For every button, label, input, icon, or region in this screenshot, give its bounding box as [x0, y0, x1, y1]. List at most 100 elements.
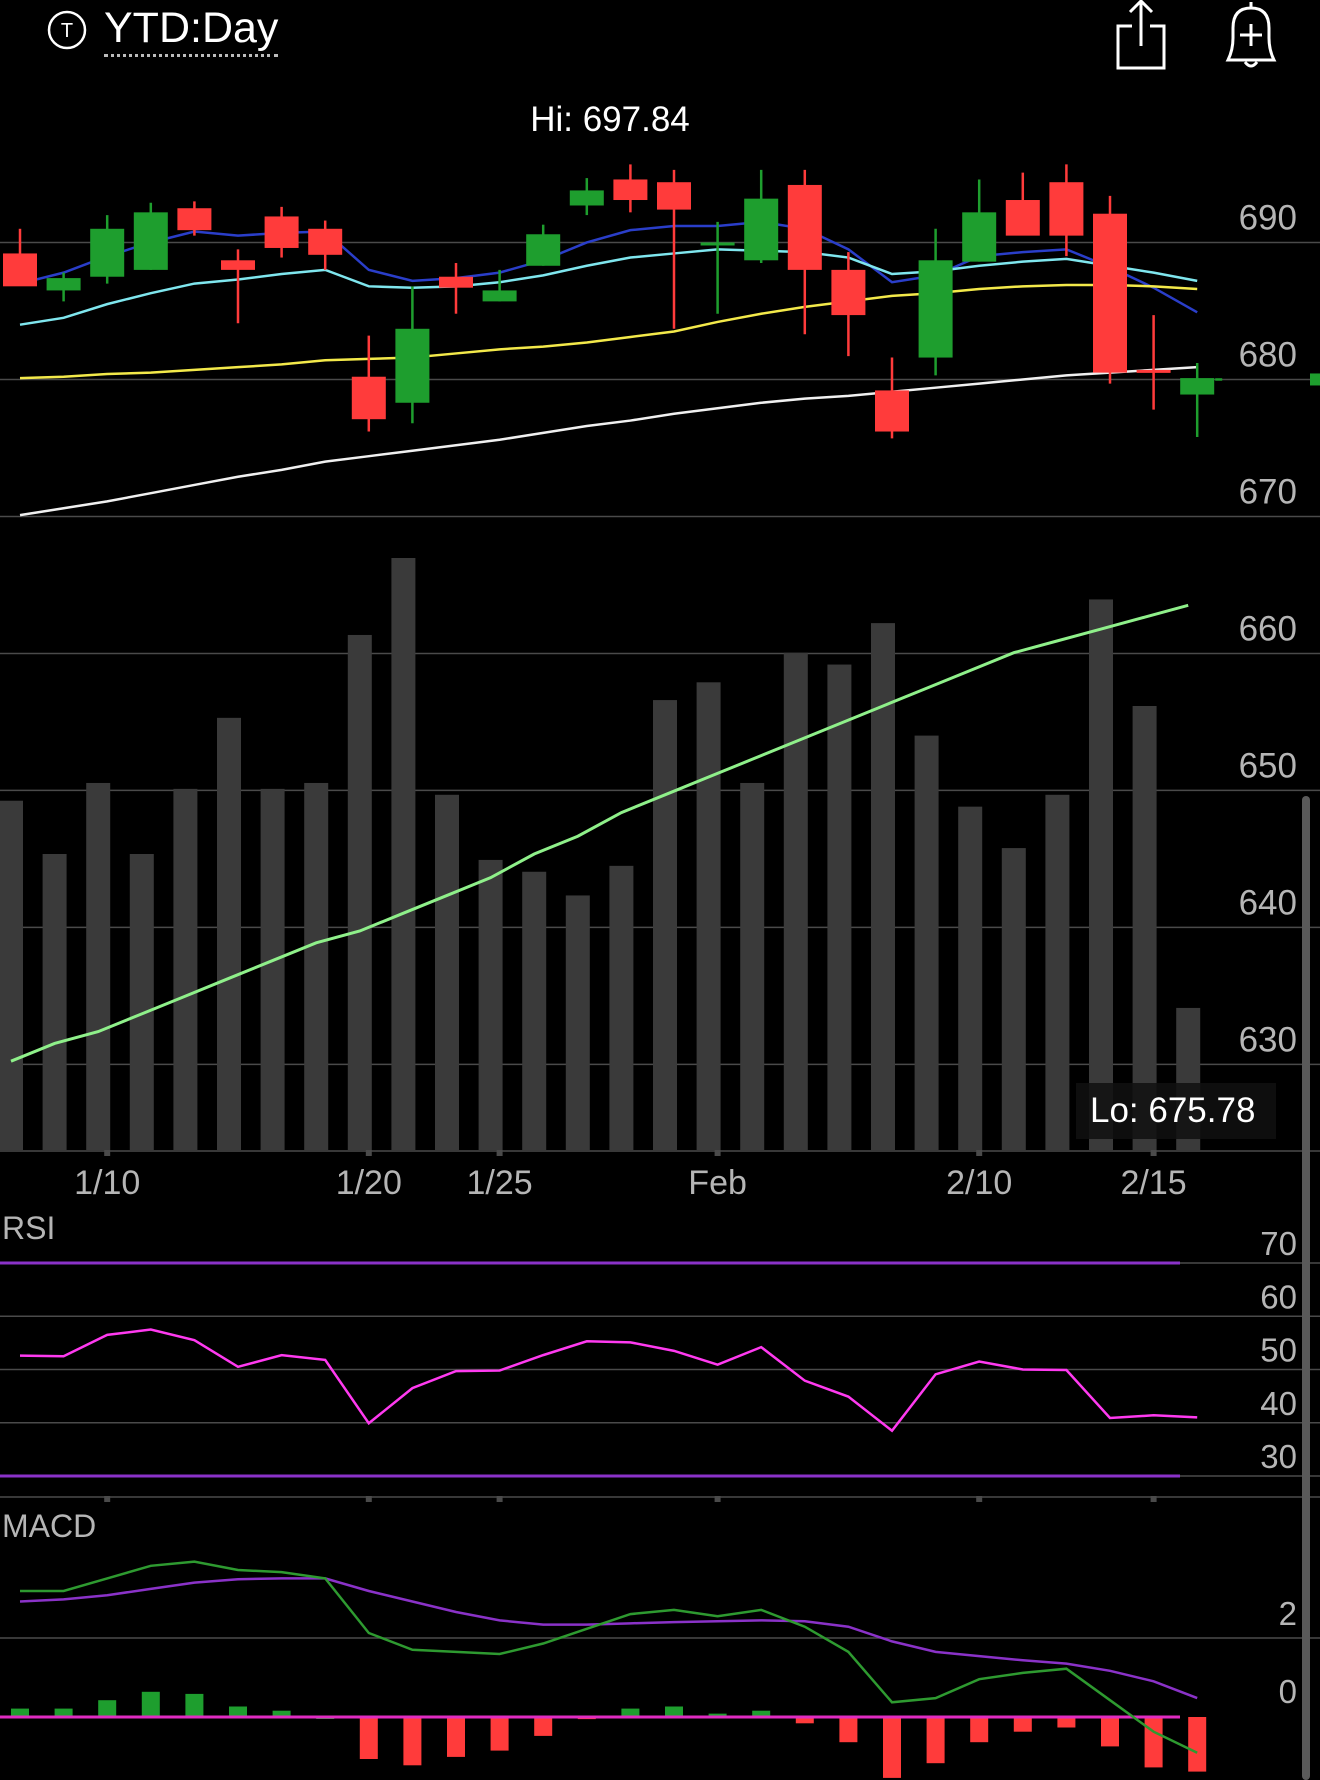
- candlestick[interactable]: [177, 208, 212, 231]
- macd-signal-line: [19, 1577, 1198, 1700]
- candlestick[interactable]: [613, 179, 648, 201]
- macd-histogram-bar: [1101, 1717, 1119, 1747]
- candlestick[interactable]: [1180, 378, 1215, 395]
- macd-histogram-bar: [185, 1693, 204, 1717]
- candlestick[interactable]: [657, 182, 691, 210]
- date-tick-mark: [714, 1150, 721, 1156]
- macd-line: [20, 1560, 1198, 1754]
- date-tick-mark: [104, 1150, 111, 1156]
- volume-average-line: [10, 603, 1189, 1063]
- volume-bar: [42, 854, 67, 1150]
- date-axis-tick: 1/20: [336, 1164, 402, 1202]
- macd-histogram-bar: [621, 1708, 640, 1717]
- macd-histogram-bar: [490, 1717, 509, 1751]
- date-axis-tick: 1/25: [467, 1164, 533, 1202]
- date-tick-mark: [365, 1150, 372, 1156]
- candlestick[interactable]: [1005, 200, 1040, 236]
- header-bar: T YTD:Day: [0, 0, 1320, 70]
- date-tick-mark: [496, 1496, 503, 1502]
- candlestick[interactable]: [351, 376, 386, 420]
- macd-histogram-bar: [272, 1710, 291, 1717]
- price-axis-tick: 670: [1239, 472, 1297, 511]
- candlestick[interactable]: [831, 269, 866, 316]
- candlestick[interactable]: [395, 328, 430, 403]
- candlestick[interactable]: [1136, 369, 1171, 373]
- volume-bar: [871, 623, 895, 1150]
- candlestick[interactable]: [221, 260, 255, 270]
- price-axis-tick: 690: [1239, 198, 1297, 237]
- macd-histogram-bar: [403, 1717, 422, 1766]
- macd-histogram-bar: [839, 1717, 858, 1743]
- candlestick[interactable]: [875, 390, 909, 432]
- rsi-axis-tick: 60: [1260, 1278, 1297, 1315]
- date-tick-mark: [1150, 1496, 1157, 1502]
- candlestick[interactable]: [46, 278, 81, 291]
- macd-histogram-bar: [970, 1717, 989, 1743]
- macd-histogram-bar: [11, 1708, 29, 1717]
- volume-bar: [129, 854, 154, 1150]
- rsi-axis-tick: 70: [1260, 1225, 1297, 1262]
- lo-label: Lo: 675.78: [1090, 1091, 1255, 1130]
- volume-bar: [1089, 599, 1113, 1150]
- macd-histogram-bar: [795, 1717, 814, 1724]
- candlestick[interactable]: [264, 216, 299, 248]
- macd-title: MACD: [2, 1508, 96, 1544]
- volume-bar: [1001, 848, 1026, 1150]
- add-alert-icon[interactable]: [1218, 0, 1284, 72]
- volume-bar: [783, 652, 808, 1150]
- macd-histogram-bar: [926, 1717, 945, 1764]
- candlestick[interactable]: [918, 260, 953, 358]
- moving-average-line: [19, 220, 1198, 314]
- candlestick[interactable]: [308, 228, 343, 255]
- volume-bar: [478, 859, 503, 1150]
- volume-bar: [391, 558, 416, 1150]
- candlestick[interactable]: [439, 276, 473, 288]
- macd-histogram-bar: [359, 1717, 378, 1759]
- moving-average-line: [19, 365, 1198, 517]
- date-axis-tick: 2/15: [1121, 1164, 1187, 1202]
- date-tick-mark: [976, 1150, 983, 1156]
- ticker-icon-letter: T: [61, 20, 73, 42]
- candlestick[interactable]: [1093, 213, 1127, 373]
- candlestick[interactable]: [700, 242, 735, 246]
- macd-histogram-bar: [883, 1717, 901, 1778]
- date-tick-mark: [104, 1496, 111, 1502]
- macd-histogram-bar: [98, 1700, 117, 1717]
- moving-average-line: [19, 283, 1198, 380]
- candlestick[interactable]: [962, 212, 997, 262]
- date-tick-mark: [976, 1496, 983, 1502]
- macd-histogram-bar: [141, 1691, 160, 1717]
- share-icon[interactable]: [1112, 0, 1172, 72]
- date-tick-mark: [496, 1150, 503, 1156]
- rsi-title: RSI: [2, 1210, 55, 1246]
- candlestick[interactable]: [569, 190, 604, 206]
- candlestick[interactable]: [787, 184, 822, 270]
- volume-bar: [653, 700, 677, 1150]
- macd-histogram-bar: [229, 1706, 247, 1717]
- macd-histogram-bar: [447, 1717, 465, 1757]
- candlestick[interactable]: [90, 228, 125, 277]
- volume-bar: [522, 871, 547, 1150]
- volume-bar: [958, 806, 983, 1150]
- volume-bar: [260, 788, 285, 1150]
- candlestick[interactable]: [133, 212, 168, 270]
- candlestick[interactable]: [3, 253, 37, 287]
- candlestick[interactable]: [526, 234, 561, 266]
- volume-bar: [696, 682, 721, 1150]
- candlestick[interactable]: [1049, 182, 1084, 236]
- volume-bar: [435, 794, 459, 1150]
- date-axis-tick: Feb: [688, 1164, 747, 1202]
- range-selector[interactable]: YTD:Day: [104, 4, 279, 57]
- macd-histogram-bar: [1013, 1717, 1032, 1732]
- moving-average-line: [19, 248, 1198, 326]
- candlestick[interactable]: [744, 198, 779, 261]
- candlestick[interactable]: [482, 290, 517, 302]
- volume-bar: [914, 735, 939, 1150]
- rsi-line: [19, 1328, 1198, 1433]
- date-axis-tick: 2/10: [946, 1164, 1012, 1202]
- scrollbar[interactable]: [1302, 796, 1310, 1780]
- ticker-icon: T: [47, 10, 87, 50]
- rsi-axis-tick: 50: [1260, 1332, 1297, 1369]
- price-axis-tick: 680: [1239, 335, 1297, 374]
